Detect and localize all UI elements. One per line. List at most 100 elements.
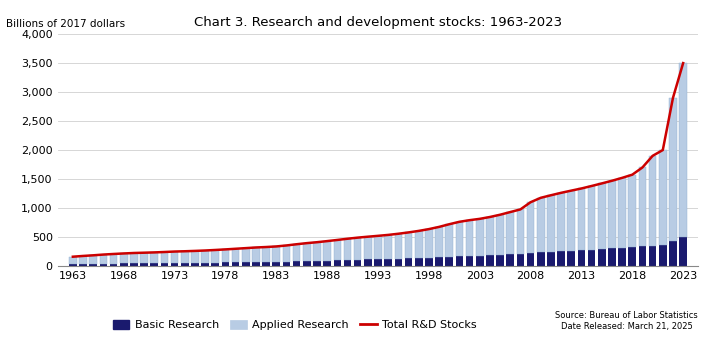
Bar bbox=[313, 242, 321, 261]
Bar bbox=[272, 247, 280, 262]
Bar bbox=[456, 222, 463, 256]
Bar bbox=[577, 189, 585, 250]
Bar bbox=[557, 193, 565, 251]
Bar bbox=[639, 247, 647, 266]
Bar bbox=[608, 181, 616, 249]
Bar bbox=[639, 167, 647, 247]
Bar bbox=[262, 262, 270, 266]
Bar bbox=[181, 263, 189, 266]
Bar bbox=[364, 260, 372, 266]
Bar bbox=[262, 247, 270, 262]
Total R&D Stocks bbox=[435, 225, 444, 229]
Bar bbox=[405, 258, 413, 266]
Bar bbox=[588, 250, 595, 266]
Bar bbox=[547, 252, 554, 266]
Total R&D Stocks bbox=[679, 61, 688, 65]
Text: Source: Bureau of Labor Statistics
Date Released: March 21, 2025: Source: Bureau of Labor Statistics Date … bbox=[555, 311, 698, 331]
Text: Billions of 2017 dollars: Billions of 2017 dollars bbox=[6, 19, 125, 29]
Bar bbox=[109, 264, 117, 266]
Bar bbox=[354, 260, 361, 266]
Bar bbox=[506, 212, 514, 254]
Bar bbox=[212, 250, 219, 263]
Bar bbox=[79, 264, 87, 266]
Bar bbox=[395, 259, 402, 266]
Bar bbox=[99, 264, 107, 266]
Total R&D Stocks bbox=[68, 255, 77, 259]
Bar bbox=[669, 98, 677, 241]
Bar bbox=[150, 263, 158, 266]
Bar bbox=[608, 249, 616, 266]
Bar bbox=[313, 261, 321, 266]
Bar bbox=[343, 239, 351, 260]
Bar bbox=[598, 183, 606, 249]
Bar bbox=[537, 198, 544, 252]
Bar bbox=[537, 252, 544, 266]
Bar bbox=[79, 256, 87, 264]
Bar bbox=[303, 243, 310, 261]
Title: Chart 3. Research and development stocks: 1963-2023: Chart 3. Research and development stocks… bbox=[194, 16, 562, 29]
Bar bbox=[252, 262, 260, 266]
Bar bbox=[161, 252, 168, 263]
Bar bbox=[598, 249, 606, 266]
Bar bbox=[89, 264, 97, 266]
Bar bbox=[303, 261, 310, 266]
Bar bbox=[171, 252, 179, 263]
Bar bbox=[547, 195, 554, 252]
Bar bbox=[486, 217, 494, 255]
Total R&D Stocks bbox=[211, 248, 220, 252]
Bar bbox=[476, 219, 484, 255]
Bar bbox=[588, 186, 595, 250]
Bar bbox=[618, 178, 626, 248]
Bar bbox=[466, 256, 473, 266]
Bar bbox=[232, 249, 240, 262]
Bar bbox=[425, 229, 433, 258]
Bar bbox=[181, 251, 189, 263]
Bar bbox=[405, 233, 413, 258]
Total R&D Stocks bbox=[394, 232, 402, 236]
Bar bbox=[527, 202, 534, 253]
Bar bbox=[516, 209, 524, 254]
Bar bbox=[333, 240, 341, 260]
Bar bbox=[629, 247, 636, 266]
Total R&D Stocks bbox=[282, 243, 291, 248]
Bar bbox=[415, 258, 423, 266]
Bar bbox=[242, 248, 250, 262]
Bar bbox=[323, 261, 331, 266]
Bar bbox=[659, 244, 667, 266]
Bar bbox=[506, 254, 514, 266]
Bar bbox=[171, 263, 179, 266]
Bar bbox=[496, 255, 504, 266]
Bar bbox=[120, 263, 127, 266]
Bar bbox=[567, 191, 575, 251]
Bar bbox=[466, 220, 473, 256]
Total R&D Stocks bbox=[191, 249, 199, 253]
Bar bbox=[577, 250, 585, 266]
Bar bbox=[222, 263, 229, 266]
Bar bbox=[456, 256, 463, 266]
Bar bbox=[384, 259, 392, 266]
Bar bbox=[191, 251, 199, 263]
Bar bbox=[374, 236, 382, 259]
Bar bbox=[669, 241, 677, 266]
Bar bbox=[191, 263, 199, 266]
Bar bbox=[242, 262, 250, 266]
Bar bbox=[659, 150, 667, 244]
Bar bbox=[496, 215, 504, 255]
Bar bbox=[99, 255, 107, 264]
Bar bbox=[425, 258, 433, 266]
Bar bbox=[567, 251, 575, 266]
Bar bbox=[333, 260, 341, 266]
Bar bbox=[557, 251, 565, 266]
Bar bbox=[649, 246, 657, 266]
Bar bbox=[130, 263, 138, 266]
Bar bbox=[69, 257, 76, 264]
Bar bbox=[384, 235, 392, 259]
Bar bbox=[109, 254, 117, 264]
Bar bbox=[89, 255, 97, 264]
Bar bbox=[435, 257, 443, 266]
Bar bbox=[680, 237, 687, 266]
Total R&D Stocks bbox=[598, 181, 606, 186]
Bar bbox=[293, 261, 300, 266]
Bar bbox=[222, 249, 229, 263]
Bar bbox=[202, 263, 209, 266]
